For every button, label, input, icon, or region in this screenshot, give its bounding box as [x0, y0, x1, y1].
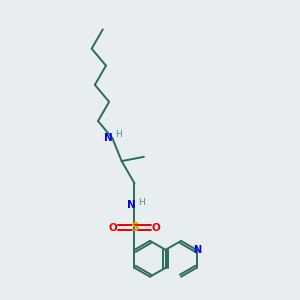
Text: N: N: [104, 133, 113, 143]
Text: S: S: [130, 221, 139, 234]
Text: H: H: [115, 130, 122, 139]
Text: N: N: [127, 200, 136, 211]
Text: N: N: [193, 245, 201, 255]
Text: O: O: [108, 223, 117, 233]
Text: O: O: [152, 223, 161, 233]
Text: H: H: [138, 198, 145, 207]
